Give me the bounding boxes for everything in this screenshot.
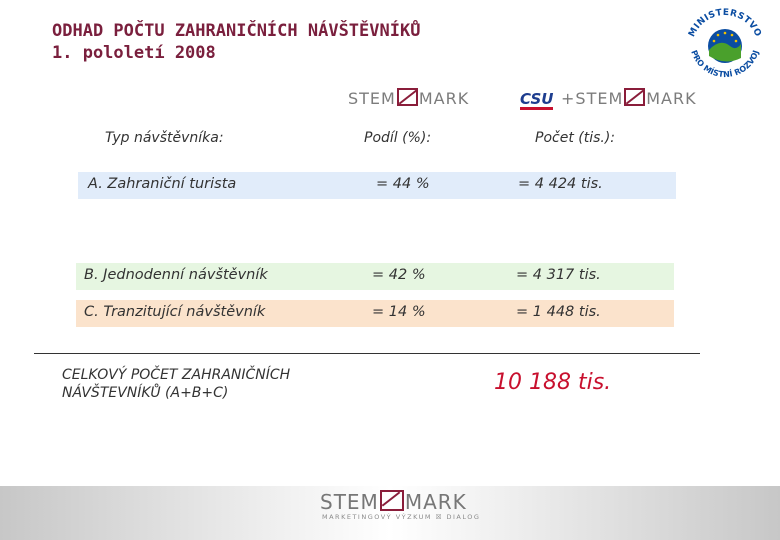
total-label: CELKOVÝ POČET ZAHRANIČNÍCH NÁVŠTEVNÍKŮ (… <box>62 366 290 402</box>
header-visitor-type: Typ návštěvníka: <box>105 130 224 146</box>
row-label: B. Jednodenní návštěvník <box>84 267 268 283</box>
plus-sign: + <box>561 89 576 108</box>
row-share: = 42 % <box>372 267 426 283</box>
stem-mark-box-icon <box>624 88 646 106</box>
stem-text: STEM <box>575 89 624 108</box>
stem-mark-logo-right: +STEM MARK <box>561 88 697 108</box>
table-row-b: B. Jednodenní návštěvník = 42 % = 4 317 … <box>76 263 674 290</box>
stem-text: STEM <box>348 89 396 108</box>
row-label: C. Tranzitující návštěvník <box>84 304 266 320</box>
stem-mark-box-icon <box>396 88 418 106</box>
stem-mark-logo-footer: STEM MARK <box>320 490 467 514</box>
csu-logo: CSU <box>520 90 554 110</box>
stem-mark-box-icon <box>379 490 404 511</box>
mark-text: MARK <box>646 89 697 108</box>
header-share: Podíl (%): <box>364 130 432 146</box>
row-count: = 4 317 tis. <box>516 267 601 283</box>
table-row-a: A. Zahraniční turista = 44 % = 4 424 tis… <box>78 172 676 199</box>
title-line-2: 1. pololetí 2008 <box>52 43 216 63</box>
row-share: = 44 % <box>376 176 430 192</box>
stem-text: STEM <box>320 490 379 514</box>
header-count: Počet (tis.): <box>535 130 616 146</box>
footer-tagline: MARKETINGOVÝ VÝZKUM ☒ DIALOG <box>322 513 481 521</box>
mark-text: MARK <box>404 490 467 514</box>
divider-line <box>34 353 700 354</box>
row-count: = 1 448 tis. <box>516 304 601 320</box>
mark-text: MARK <box>418 89 470 108</box>
total-value: 10 188 tis. <box>494 370 612 395</box>
row-share: = 14 % <box>372 304 426 320</box>
title-line-1: ODHAD POČTU ZAHRANIČNÍCH NÁVŠTĚVNÍKŮ <box>52 21 421 41</box>
table-row-c: C. Tranzitující návštěvník = 14 % = 1 44… <box>76 300 674 327</box>
row-count: = 4 424 tis. <box>518 176 603 192</box>
row-label: A. Zahraniční turista <box>88 176 237 192</box>
total-label-line-2: NÁVŠTEVNÍKŮ (A+B+C) <box>62 385 229 401</box>
stem-mark-logo-top: STEM MARK <box>348 88 469 108</box>
ministry-seal-icon: MINISTERSTVO PRO MÍSTNÍ ROZVOJ <box>684 4 766 86</box>
page-title: ODHAD POČTU ZAHRANIČNÍCH NÁVŠTĚVNÍKŮ 1. … <box>52 20 420 64</box>
total-label-line-1: CELKOVÝ POČET ZAHRANIČNÍCH <box>62 367 291 383</box>
